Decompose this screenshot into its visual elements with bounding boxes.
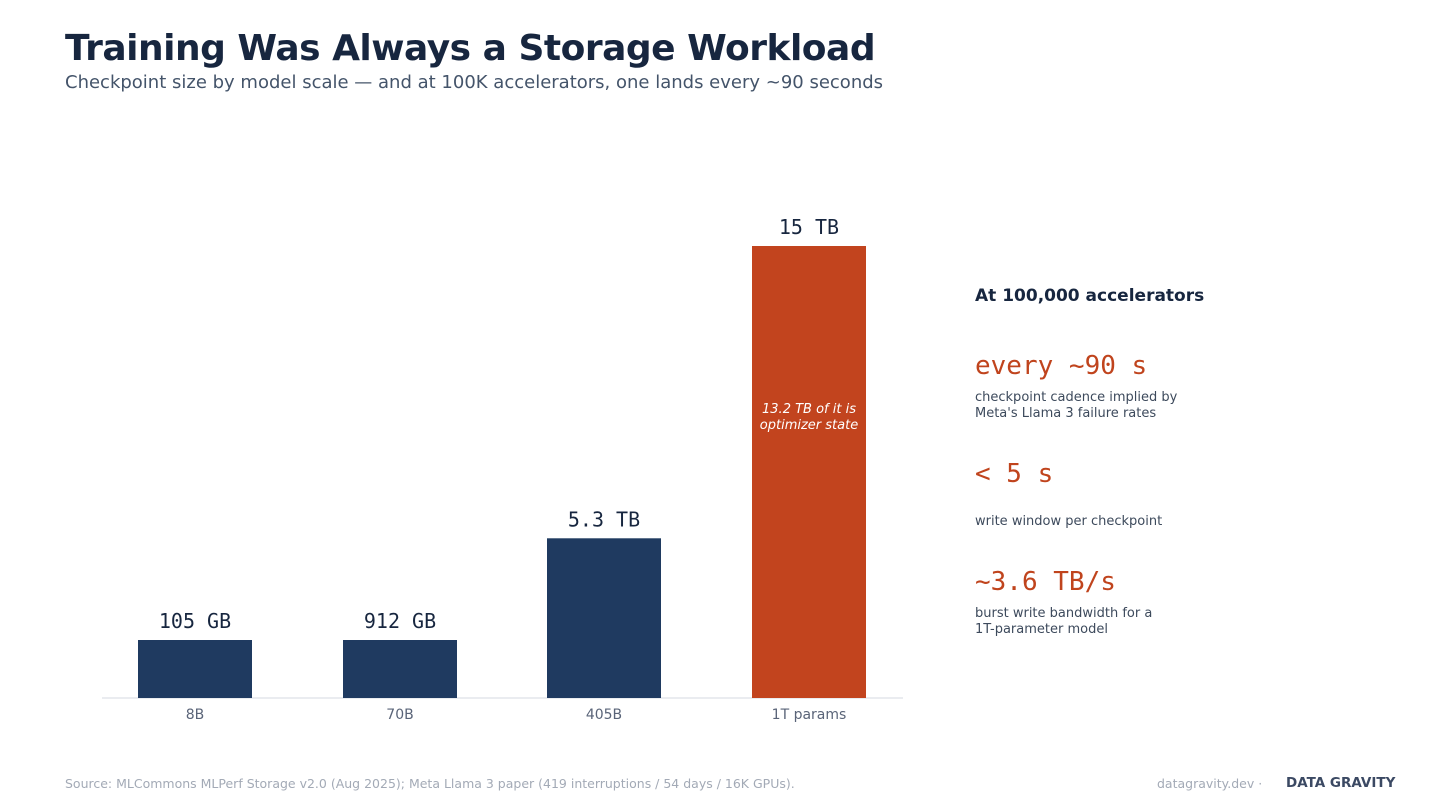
stat-value-window: < 5 s [975, 459, 1054, 489]
category-label: 8B [186, 707, 205, 723]
brand-logo: DATA GRAVITY [1286, 775, 1396, 791]
bar-chart: 105 GB 8B 912 GB 70B 5.3 TB 405B 15 TB 1T param… [102, 215, 903, 723]
site-link[interactable]: datagravity.dev · [1157, 776, 1263, 791]
stat-desc-window: write window per checkpoint [975, 514, 1163, 529]
bars-group: 105 GB 8B 912 GB 70B 5.3 TB 405B 15 TB 1T param… [138, 215, 866, 723]
category-label: 70B [386, 707, 413, 723]
stat-desc-cadence: checkpoint cadence implied by Meta's Lla… [975, 390, 1178, 421]
category-label: 405B [586, 707, 622, 723]
stat-desc-bandwidth: burst write bandwidth for a 1T-parameter… [975, 606, 1153, 637]
source-note: Source: MLCommons MLPerf Storage v2.0 (A… [65, 776, 795, 791]
bar-405b [547, 538, 661, 698]
stat-value-cadence: every ~90 s [975, 351, 1148, 381]
bar-70b [343, 640, 457, 698]
bar-8b [138, 640, 252, 698]
bar-value-label: 105 GB [159, 609, 231, 633]
stats-heading: At 100,000 accelerators [975, 286, 1205, 306]
chart-title: Training Was Always a Storage Workload [65, 28, 876, 69]
bar-value-label: 912 GB [364, 609, 436, 633]
bar-1t-params [752, 246, 866, 698]
bar-value-label: 5.3 TB [568, 507, 640, 531]
stat-value-bandwidth: ~3.6 TB/s [975, 567, 1116, 597]
bar-value-label: 15 TB [779, 215, 839, 239]
category-label: 1T params [772, 707, 847, 723]
chart-subtitle: Checkpoint size by model scale — and at … [65, 72, 884, 93]
bar-annotation-line: optimizer state [760, 418, 858, 433]
bar-annotation-line: 13.2 TB of it is [762, 402, 856, 417]
